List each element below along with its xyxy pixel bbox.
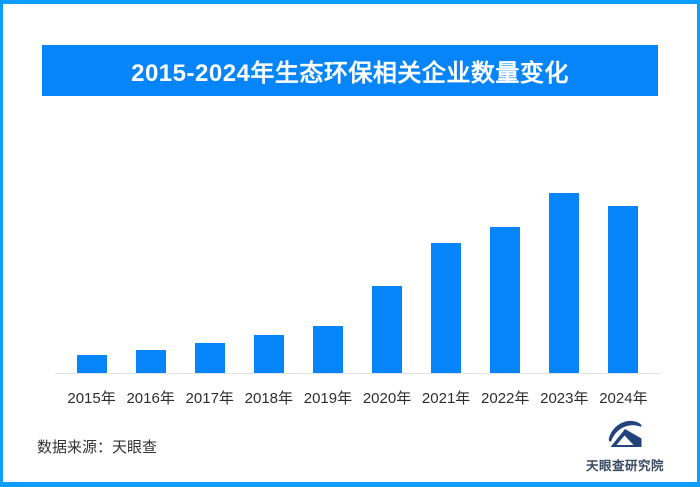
bar-slot — [62, 190, 121, 373]
bar-2016年 — [135, 349, 166, 373]
tianyancha-logo: 天眼查研究院 — [575, 416, 675, 474]
x-axis-label: 2020年 — [362, 390, 412, 407]
x-axis-label: 2021年 — [421, 390, 471, 407]
bar-2024年 — [608, 205, 639, 373]
tianyancha-logo-label: 天眼查研究院 — [585, 459, 664, 473]
bar-slot — [535, 190, 594, 373]
chart-title-banner: 2015-2024年生态环保相关企业数量变化 — [42, 45, 658, 96]
x-axis-labels: 2015年 2016年 2017年 2018年 2019年 2020年 2021年 2022年… — [62, 387, 653, 408]
data-source-label: 数据来源：天眼查 — [37, 439, 158, 456]
x-axis-line — [55, 373, 661, 374]
bar-slot — [239, 190, 298, 373]
bar-2015年 — [76, 355, 107, 373]
bar-2021年 — [431, 243, 462, 373]
x-axis-label: 2018年 — [244, 390, 294, 407]
bar-slot — [298, 190, 357, 373]
x-axis-label: 2017年 — [185, 390, 234, 407]
x-axis-label: 2022年 — [481, 390, 530, 407]
bar-2022年 — [490, 227, 521, 373]
bar-slot — [357, 190, 416, 373]
bar-slot — [594, 190, 653, 373]
bar-slot — [121, 190, 180, 373]
bar-2019年 — [312, 326, 343, 373]
x-axis-label: 2019年 — [303, 390, 353, 407]
bar-2020年 — [372, 286, 403, 373]
chart-title: 2015-2024年生态环保相关企业数量变化 — [131, 60, 569, 87]
tianyancha-eye-icon — [608, 420, 642, 447]
bar-2018年 — [253, 335, 284, 373]
bar-chart — [62, 190, 653, 373]
x-axis-label: 2024年 — [599, 390, 648, 407]
bar-slot — [417, 190, 476, 373]
x-axis-label: 2023年 — [540, 390, 589, 407]
bar-2017年 — [194, 342, 225, 373]
x-axis-label: 2016年 — [126, 390, 175, 407]
bar-slot — [476, 190, 535, 373]
bar-slot — [180, 190, 239, 373]
bar-2023年 — [549, 193, 580, 373]
x-axis-label: 2015年 — [67, 390, 116, 407]
